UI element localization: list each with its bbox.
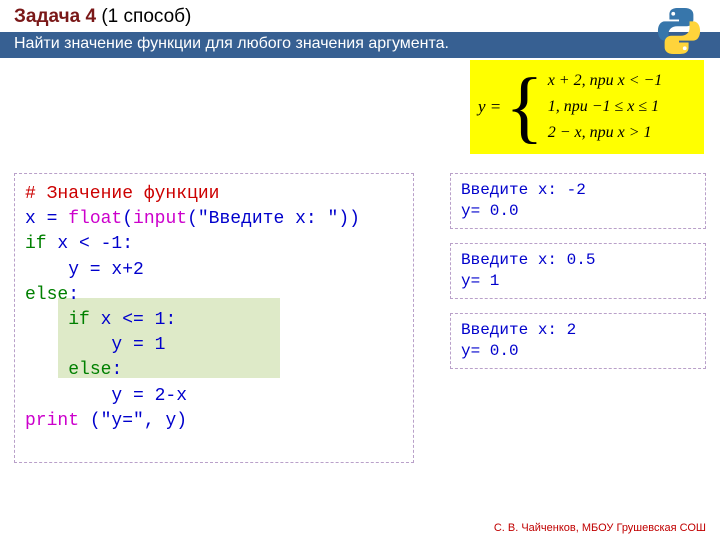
output-3-line-2: y= 0.0 bbox=[461, 341, 695, 362]
subtitle-bar: Найти значение функции для любого значен… bbox=[0, 32, 720, 58]
code-line-3: if x < -1: bbox=[25, 232, 403, 257]
brace-icon: { bbox=[505, 67, 543, 147]
code-line-9: y = 2-x bbox=[25, 384, 403, 409]
output-box-2: Введите x: 0.5 y= 1 bbox=[450, 243, 706, 299]
code-line-8: else: bbox=[25, 358, 403, 383]
formula-line-3: 2 − x, при x > 1 bbox=[548, 124, 663, 142]
title-suffix: (1 способ) bbox=[96, 6, 191, 27]
title-prefix: Задача 4 bbox=[14, 6, 96, 27]
code-line-10: print ("y=", y) bbox=[25, 409, 403, 434]
code-line-5: else: bbox=[25, 283, 403, 308]
code-line-2: x = float(input("Введите x: ")) bbox=[25, 207, 403, 232]
formula-line-1: x + 2, при x < −1 bbox=[548, 72, 663, 90]
code-box: # Значение функции x = float(input("Введ… bbox=[14, 173, 414, 463]
output-box-1: Введите x: -2 y= 0.0 bbox=[450, 173, 706, 229]
output-3-line-1: Введите x: 2 bbox=[461, 320, 695, 341]
formula-box: y = { x + 2, при x < −1 1, при −1 ≤ x ≤ … bbox=[470, 60, 704, 154]
code-line-4: y = x+2 bbox=[25, 258, 403, 283]
code-line-6: if x <= 1: bbox=[25, 308, 403, 333]
output-2-line-2: y= 1 bbox=[461, 271, 695, 292]
output-1-line-2: y= 0.0 bbox=[461, 201, 695, 222]
code-line-7: y = 1 bbox=[25, 333, 403, 358]
formula-line-2: 1, при −1 ≤ x ≤ 1 bbox=[548, 98, 663, 116]
output-2-line-1: Введите x: 0.5 bbox=[461, 250, 695, 271]
formula-lhs: y = bbox=[478, 97, 501, 117]
header: Задача 4 (1 способ) bbox=[0, 0, 720, 30]
code-comment: # Значение функции bbox=[25, 184, 219, 204]
footer-credit: С. В. Чайченков, МБОУ Грушевская СОШ bbox=[494, 522, 706, 534]
output-box-3: Введите x: 2 y= 0.0 bbox=[450, 313, 706, 369]
python-logo-icon bbox=[656, 5, 702, 57]
page-title: Задача 4 (1 способ) bbox=[14, 6, 706, 28]
output-1-line-1: Введите x: -2 bbox=[461, 180, 695, 201]
formula-cases: x + 2, при x < −1 1, при −1 ≤ x ≤ 1 2 − … bbox=[548, 72, 663, 142]
